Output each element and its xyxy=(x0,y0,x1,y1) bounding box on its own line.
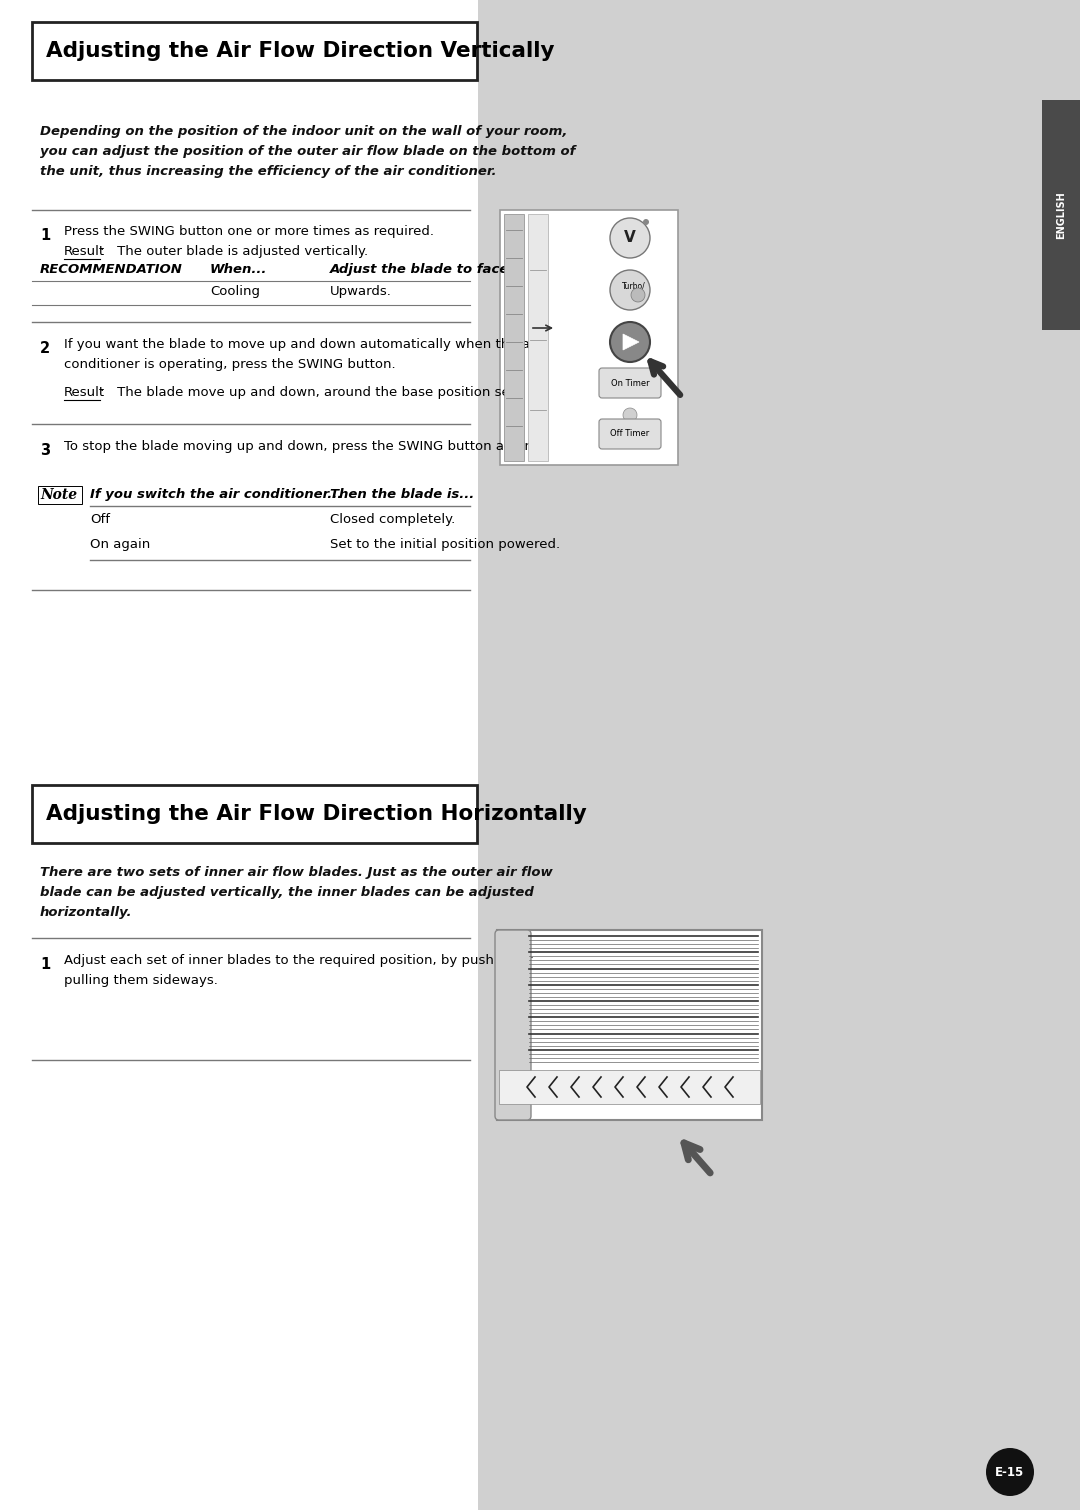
Text: Then the blade is...: Then the blade is... xyxy=(330,488,474,501)
Text: :   The outer blade is adjusted vertically.: : The outer blade is adjusted vertically… xyxy=(100,245,368,258)
Text: the unit, thus increasing the efficiency of the air conditioner.: the unit, thus increasing the efficiency… xyxy=(40,165,497,178)
Text: 1: 1 xyxy=(40,228,51,243)
Text: 3: 3 xyxy=(40,442,50,458)
Text: ENGLISH: ENGLISH xyxy=(1056,192,1066,239)
Text: There are two sets of inner air flow blades. Just as the outer air flow: There are two sets of inner air flow bla… xyxy=(40,867,553,879)
Text: V: V xyxy=(624,231,636,246)
Text: Closed completely.: Closed completely. xyxy=(330,513,456,525)
FancyBboxPatch shape xyxy=(495,930,531,1120)
Circle shape xyxy=(610,217,650,258)
Bar xyxy=(1042,100,1080,331)
Text: you can adjust the position of the outer air flow blade on the bottom of: you can adjust the position of the outer… xyxy=(40,145,576,159)
Bar xyxy=(478,0,1080,1510)
Text: Cooling: Cooling xyxy=(210,285,260,297)
Bar xyxy=(499,1071,760,1104)
Bar xyxy=(38,486,82,504)
FancyBboxPatch shape xyxy=(599,418,661,448)
Bar xyxy=(32,785,477,843)
Text: Note: Note xyxy=(40,488,77,501)
Text: :   The blade move up and down, around the base position set.: : The blade move up and down, around the… xyxy=(100,387,519,399)
Bar xyxy=(32,23,477,80)
Bar xyxy=(504,214,524,461)
Text: Off Timer: Off Timer xyxy=(610,429,650,438)
Circle shape xyxy=(643,219,649,225)
Text: horizontally.: horizontally. xyxy=(40,906,133,920)
Text: 1: 1 xyxy=(40,957,51,972)
Circle shape xyxy=(631,288,645,302)
Text: conditioner is operating, press the SWING button.: conditioner is operating, press the SWIN… xyxy=(64,358,395,371)
Polygon shape xyxy=(623,334,639,350)
Text: E-15: E-15 xyxy=(996,1466,1025,1478)
Text: Press the SWING button one or more times as required.: Press the SWING button one or more times… xyxy=(64,225,434,239)
Text: Turbo/: Turbo/ xyxy=(622,281,646,290)
Text: Depending on the position of the indoor unit on the wall of your room,: Depending on the position of the indoor … xyxy=(40,125,567,137)
Text: pulling them sideways.: pulling them sideways. xyxy=(64,974,218,988)
Text: If you switch the air conditioner...: If you switch the air conditioner... xyxy=(90,488,342,501)
Text: Adjusting the Air Flow Direction Horizontally: Adjusting the Air Flow Direction Horizon… xyxy=(46,803,586,824)
Bar xyxy=(500,210,678,465)
Circle shape xyxy=(986,1448,1034,1496)
Circle shape xyxy=(610,322,650,362)
Text: Result: Result xyxy=(64,245,105,258)
Text: blade can be adjusted vertically, the inner blades can be adjusted: blade can be adjusted vertically, the in… xyxy=(40,886,534,898)
Circle shape xyxy=(623,408,637,421)
Text: If you want the blade to move up and down automatically when the air: If you want the blade to move up and dow… xyxy=(64,338,539,350)
Text: On again: On again xyxy=(90,538,150,551)
Circle shape xyxy=(610,270,650,310)
Text: RECOMMENDATION: RECOMMENDATION xyxy=(40,263,183,276)
Text: Adjust each set of inner blades to the required position, by pushing or: Adjust each set of inner blades to the r… xyxy=(64,954,532,966)
Text: Set to the initial position powered.: Set to the initial position powered. xyxy=(330,538,561,551)
Text: Result: Result xyxy=(64,387,105,399)
Text: 2: 2 xyxy=(40,341,50,356)
Text: Off: Off xyxy=(90,513,110,525)
Bar xyxy=(497,930,762,1120)
Text: Upwards.: Upwards. xyxy=(330,285,392,297)
Text: To stop the blade moving up and down, press the SWING button again.: To stop the blade moving up and down, pr… xyxy=(64,439,537,453)
Text: Adjusting the Air Flow Direction Vertically: Adjusting the Air Flow Direction Vertica… xyxy=(46,41,554,60)
Text: Adjust the blade to face...: Adjust the blade to face... xyxy=(330,263,525,276)
Bar xyxy=(528,214,548,461)
FancyBboxPatch shape xyxy=(599,368,661,399)
Text: On Timer: On Timer xyxy=(610,379,649,388)
Text: When...: When... xyxy=(210,263,268,276)
